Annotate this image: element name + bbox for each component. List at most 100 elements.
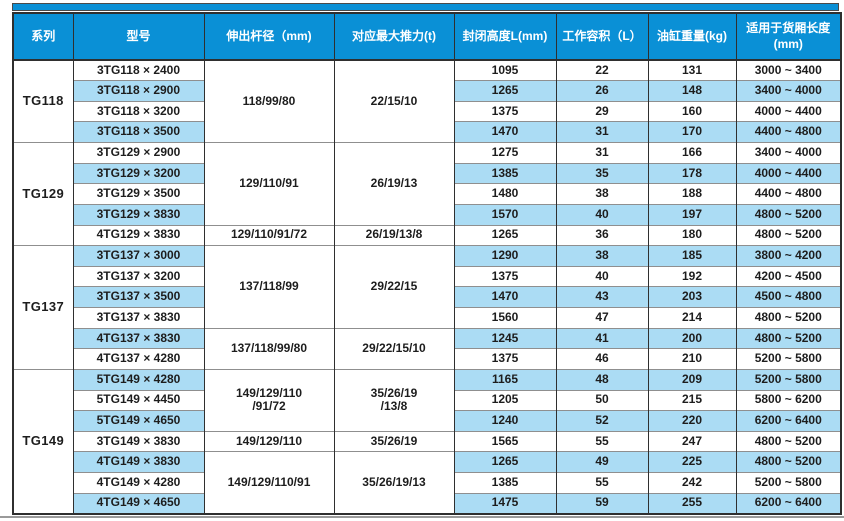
table-row: 3TG118 × 3200 1375 29 160 4000 ~ 4400 xyxy=(13,100,841,122)
table-row: 3TG118 × 3500 1470 31 170 4400 ~ 4800 xyxy=(13,121,841,143)
column-header-cylinder-weight: 油缸重量(kg) xyxy=(647,13,736,61)
closed-height-cell: 1560 xyxy=(453,307,556,329)
working-volume-cell: 55 xyxy=(555,430,648,452)
series-cell: TG137 xyxy=(12,245,73,370)
cylinder-weight-cell: 214 xyxy=(647,307,736,329)
table-row: 4TG149 × 4650 1475 59 255 6200 ~ 6400 xyxy=(13,492,841,514)
cargo-length-cell: 4800 ~ 5200 xyxy=(735,307,841,329)
cylinder-weight-cell: 131 xyxy=(647,59,736,81)
cargo-length-cell: 4000 ~ 4400 xyxy=(735,162,841,184)
model-cell: 3TG129 × 2900 xyxy=(72,142,204,164)
table-row: 5TG149 × 4650 1240 52 220 6200 ~ 6400 xyxy=(13,410,841,432)
max-thrust-cell: 22/15/10 xyxy=(333,59,454,143)
cargo-length-cell: 5800 ~ 6200 xyxy=(735,389,841,411)
closed-height-cell: 1470 xyxy=(453,286,556,308)
max-thrust-cell: 35/26/19 xyxy=(333,430,454,452)
closed-height-cell: 1480 xyxy=(453,183,556,205)
working-volume-cell: 31 xyxy=(555,121,648,143)
model-cell: 5TG149 × 4650 xyxy=(72,410,204,432)
working-volume-cell: 40 xyxy=(555,203,648,225)
rod-diameter-cell: 118/99/80 xyxy=(203,59,334,143)
table-row: TG137 3TG137 × 3000 137/118/99 29/22/15 1290… xyxy=(12,245,841,370)
closed-height-cell: 1265 xyxy=(453,224,556,246)
table-row: 4TG137 × 4280 1375 46 210 5200 ~ 5800 xyxy=(13,348,841,370)
cylinder-weight-cell: 166 xyxy=(647,142,736,164)
working-volume-cell: 49 xyxy=(555,451,648,473)
cargo-length-cell: 4000 ~ 4400 xyxy=(735,100,841,122)
rod-diameter-cell: 129/110/91 xyxy=(203,142,334,225)
max-thrust-cell: 26/19/13 xyxy=(333,142,454,225)
model-cell: 3TG137 × 3500 xyxy=(72,286,204,308)
series-cell: TG118 xyxy=(12,59,73,143)
closed-height-cell: 1245 xyxy=(453,327,556,349)
cargo-length-cell: 3000 ~ 3400 xyxy=(735,59,841,81)
closed-height-cell: 1375 xyxy=(453,100,556,122)
closed-height-cell: 1375 xyxy=(453,348,556,370)
cylinder-weight-cell: 148 xyxy=(647,80,736,102)
model-cell: 5TG149 × 4280 xyxy=(72,368,204,390)
cylinder-weight-cell: 242 xyxy=(647,472,736,494)
table-row: 3TG118 × 2900 1265 26 148 3400 ~ 4000 xyxy=(13,80,841,102)
closed-height-cell: 1385 xyxy=(453,162,556,184)
model-cell: 3TG129 × 3200 xyxy=(72,162,204,184)
cylinder-weight-cell: 178 xyxy=(647,162,736,184)
working-volume-cell: 40 xyxy=(555,265,648,287)
working-volume-cell: 38 xyxy=(555,245,648,267)
model-cell: 4TG129 × 3830 xyxy=(72,224,204,246)
cargo-length-cell: 4800 ~ 5200 xyxy=(735,430,841,452)
table-row: 3TG129 × 3500 1480 38 188 4400 ~ 4800 xyxy=(13,183,841,205)
cargo-length-cell: 4500 ~ 4800 xyxy=(735,286,841,308)
working-volume-cell: 22 xyxy=(555,59,648,81)
model-cell: 3TG129 × 3500 xyxy=(72,183,204,205)
cargo-length-cell: 4400 ~ 4800 xyxy=(735,183,841,205)
model-cell: 3TG118 × 2400 xyxy=(72,59,204,81)
model-cell: 3TG129 × 3830 xyxy=(72,203,204,225)
model-cell: 4TG149 × 4650 xyxy=(72,492,204,514)
cylinder-weight-cell: 170 xyxy=(647,121,736,143)
cargo-length-cell: 4400 ~ 4800 xyxy=(735,121,841,143)
cargo-length-cell: 3400 ~ 4000 xyxy=(735,80,841,102)
working-volume-cell: 36 xyxy=(555,224,648,246)
rod-diameter-cell: 137/118/99/80 xyxy=(203,327,334,370)
model-cell: 3TG137 × 3830 xyxy=(72,307,204,329)
closed-height-cell: 1385 xyxy=(453,472,556,494)
closed-height-cell: 1375 xyxy=(453,265,556,287)
column-header-cargo-length: 适用于货厢长度 (mm) xyxy=(735,13,841,61)
column-header-max-thrust: 对应最大推力(t) xyxy=(333,13,454,61)
spec-table: 系列 型号 伸出杆径（mm) 对应最大推力(t) 封闭高度L(mm) 工作容积（… xyxy=(12,12,842,515)
model-cell: 3TG137 × 3000 xyxy=(72,245,204,267)
model-cell: 3TG137 × 3200 xyxy=(72,265,204,287)
rod-diameter-cell: 149/129/110 /91/72 xyxy=(203,368,334,432)
table-row: 3TG137 × 3500 1470 43 203 4500 ~ 4800 xyxy=(13,286,841,308)
series-cell: TG129 xyxy=(12,141,73,246)
cylinder-weight-cell: 203 xyxy=(647,286,736,308)
rod-diameter-cell: 149/129/110/91 xyxy=(203,451,334,514)
working-volume-cell: 46 xyxy=(555,348,648,370)
table-row: 3TG129 × 3830 1570 40 197 4800 ~ 5200 xyxy=(13,203,841,225)
working-volume-cell: 26 xyxy=(555,80,648,102)
cargo-length-cell: 3800 ~ 4200 xyxy=(735,245,841,267)
cargo-length-cell: 4800 ~ 5200 xyxy=(735,327,841,349)
working-volume-cell: 55 xyxy=(555,472,648,494)
working-volume-cell: 35 xyxy=(555,162,648,184)
cargo-length-cell: 6200 ~ 6400 xyxy=(735,410,841,432)
cylinder-weight-cell: 225 xyxy=(647,451,736,473)
max-thrust-cell: 29/22/15 xyxy=(333,245,454,329)
cylinder-weight-cell: 255 xyxy=(647,492,736,514)
cylinder-weight-cell: 220 xyxy=(647,410,736,432)
model-cell: 3TG118 × 3500 xyxy=(72,121,204,143)
column-header-working-volume: 工作容积（L） xyxy=(555,13,648,61)
closed-height-cell: 1265 xyxy=(453,451,556,473)
closed-height-cell: 1205 xyxy=(453,389,556,411)
closed-height-cell: 1290 xyxy=(453,245,556,267)
model-cell: 3TG118 × 3200 xyxy=(72,100,204,122)
rod-diameter-cell: 129/110/91/72 xyxy=(203,224,334,246)
cylinder-weight-cell: 210 xyxy=(647,348,736,370)
cargo-length-cell: 5200 ~ 5800 xyxy=(735,368,841,390)
cylinder-weight-cell: 200 xyxy=(647,327,736,349)
table-row: 4TG149 × 3830 149/129/110/91 35/26/19/13 12… xyxy=(13,451,841,514)
closed-height-cell: 1475 xyxy=(453,492,556,514)
closed-height-cell: 1095 xyxy=(453,59,556,81)
cylinder-weight-cell: 188 xyxy=(647,183,736,205)
